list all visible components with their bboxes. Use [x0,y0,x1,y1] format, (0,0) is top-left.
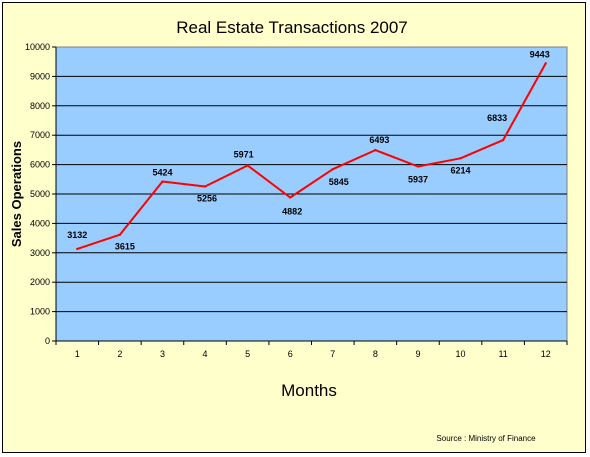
x-tick-label: 9 [415,349,420,359]
data-labels: 3132 3615 5424 5256 5971 4882 5845 6493 5937 6214… [67,49,549,251]
y-tick-label: 2000 [30,277,50,287]
x-tick-label: 7 [330,349,335,359]
x-tick-label: 6 [288,349,293,359]
x-tick-label: 8 [373,349,378,359]
x-tick-label: 3 [160,349,165,359]
x-tick-label: 2 [117,349,122,359]
x-tick-label: 10 [456,349,466,359]
data-label: 5937 [408,175,428,185]
data-label: 6833 [487,113,507,123]
gridlines [55,47,567,342]
data-label: 5845 [329,177,349,187]
y-tick-label: 1000 [30,307,50,317]
data-point [544,62,547,65]
y-tick-label: 7000 [30,130,50,140]
data-label: 4882 [282,207,302,217]
data-label: 9443 [530,49,550,59]
data-label: 3132 [67,230,87,240]
data-point [331,167,334,171]
data-point [289,196,292,199]
y-tick-label: 0 [45,336,50,346]
y-axis-title: Sales Operations [9,141,24,247]
data-label: 3615 [115,242,135,252]
data-label: 6214 [450,165,470,175]
data-point [416,165,420,168]
y-tick-label: 8000 [30,101,50,111]
y-tick-label: 9000 [30,71,50,81]
data-point [246,164,249,167]
x-tick-label: 4 [203,349,208,359]
x-tick-label: 11 [498,349,507,359]
data-label: 6493 [369,135,389,145]
data-label: 5256 [197,194,217,204]
y-tick-label: 5000 [30,189,50,199]
data-point [203,185,207,188]
data-label: 5971 [234,150,254,160]
y-tick-label: 4000 [30,218,50,228]
y-tick-label: 10000 [25,42,50,52]
data-point [76,247,79,251]
chart-title: Real Estate Transactions 2007 [176,18,408,37]
y-tick-label: 3000 [30,248,50,258]
data-point [501,138,505,142]
x-tick-label: 1 [75,349,80,359]
y-tick-label: 6000 [30,160,50,170]
data-point [459,157,462,160]
source-note: Source : Ministry of Finance [436,434,536,443]
series-layer [76,62,547,251]
data-point [161,180,164,183]
x-axis-title: Months [281,381,337,400]
data-point [374,148,377,152]
y-axis-ticks: 0 1000 2000 3000 4000 5000 6000 7000 8000 9000 100… [25,42,56,346]
x-tick-label: 12 [541,349,551,359]
data-point [118,233,122,236]
x-tick-label: 5 [245,349,250,359]
x-axis-ticks: 1 2 3 4 5 6 7 8 9 10 11 12 [55,341,568,359]
data-label: 5424 [152,168,172,178]
series-line [76,62,547,250]
